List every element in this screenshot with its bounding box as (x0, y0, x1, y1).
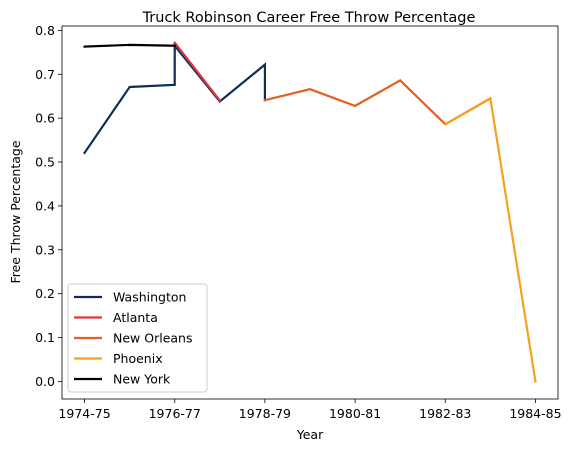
y-tick-label: 0.8 (35, 23, 55, 38)
x-axis: 1974-75 1976-77 1978-79 1980-81 1982-83 1984-… (58, 399, 562, 421)
y-tick-label: 0.7 (35, 67, 55, 82)
y-axis: 0.0 0.1 0.2 0.3 0.4 0.5 0.6 0.7 0.8 (35, 23, 62, 389)
series-line-phoenix (443, 96, 537, 383)
legend-label-new-york: New York (113, 372, 171, 387)
y-tick-label: 0.1 (35, 330, 55, 345)
legend-label-new-orleans: New Orleans (113, 331, 192, 346)
series-line-atlanta (173, 41, 222, 103)
series-lines (83, 41, 537, 383)
legend-label-phoenix: Phoenix (113, 351, 163, 366)
chart-title: Truck Robinson Career Free Throw Percent… (142, 10, 476, 26)
legend-label-washington: Washington (113, 290, 186, 305)
x-axis-label: Year (296, 427, 324, 442)
legend-label-atlanta: Atlanta (113, 310, 158, 325)
y-tick-label: 0.6 (35, 111, 55, 126)
y-axis-label: Free Throw Percentage (8, 140, 23, 283)
legend: Washington Atlanta New Orleans Phoenix New Y… (67, 283, 208, 393)
y-tick-label: 0.4 (35, 198, 55, 213)
y-tick-label: 0.3 (35, 242, 55, 257)
y-tick-label: 0.0 (35, 374, 55, 389)
x-tick-label: 1974-75 (58, 406, 110, 421)
x-tick-label: 1978-79 (239, 406, 291, 421)
series-line-washington (83, 42, 267, 155)
y-tick-label: 0.5 (35, 155, 55, 170)
series-line-new-york (83, 43, 176, 48)
x-tick-label: 1976-77 (149, 406, 201, 421)
legend-box (67, 283, 208, 393)
y-tick-label: 0.2 (35, 286, 55, 301)
x-tick-label: 1982-83 (419, 406, 471, 421)
plot-area (61, 25, 559, 400)
x-tick-label: 1980-81 (329, 406, 381, 421)
x-tick-label: 1984-85 (509, 406, 561, 421)
